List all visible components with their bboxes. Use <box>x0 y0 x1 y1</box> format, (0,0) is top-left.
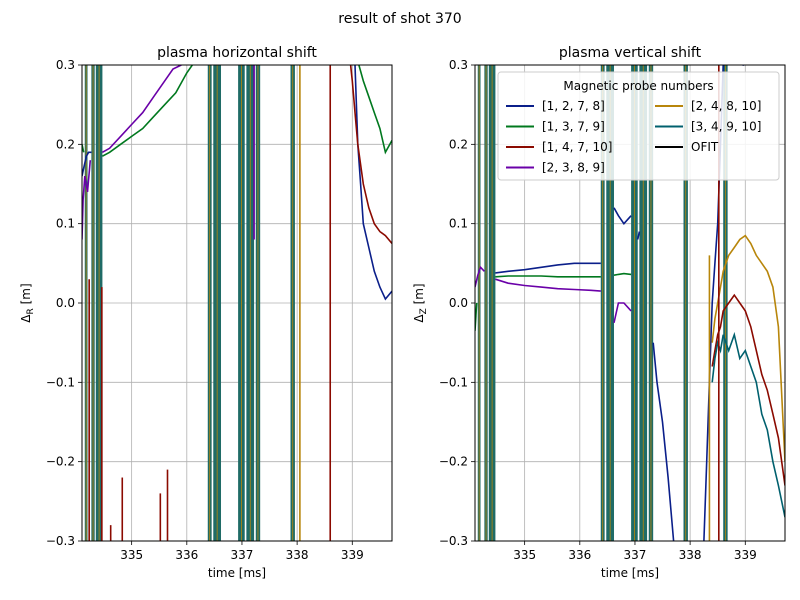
y-axis-label: ΔR [m] <box>19 283 36 322</box>
legend-entry: [3, 4, 9, 10] <box>691 120 761 134</box>
legend-entry: OFIT <box>691 140 719 154</box>
y-tick-label: 0.0 <box>56 296 75 310</box>
x-tick-label: 338 <box>679 548 702 562</box>
x-tick-label: 339 <box>734 548 757 562</box>
x-tick-label: 335 <box>120 548 143 562</box>
x-tick-label: 339 <box>341 548 364 562</box>
plot-area <box>475 65 785 541</box>
axes-title: plasma horizontal shift <box>157 45 317 61</box>
y-tick-label: 0.3 <box>449 58 468 72</box>
series-line <box>102 65 182 153</box>
legend: Magnetic probe numbers [1, 2, 7, 8] [1, 3,… <box>497 71 780 181</box>
legend-entry: [1, 2, 7, 8] <box>542 99 605 113</box>
y-axis-label-unit: [m] <box>19 283 33 308</box>
y-tick-label: 0.3 <box>56 58 75 72</box>
y-tick-label: −0.2 <box>46 455 75 469</box>
x-tick-label: 338 <box>286 548 309 562</box>
x-tick-label: 337 <box>231 548 254 562</box>
y-axis-label-main: Δ <box>412 314 426 323</box>
series-line <box>102 65 193 157</box>
figure-suptitle: result of shot 370 <box>338 11 461 27</box>
series-line <box>711 234 785 462</box>
y-tick-label: 0.2 <box>56 137 75 151</box>
y-tick-label: 0.1 <box>56 217 75 231</box>
series-line <box>475 265 485 288</box>
series-line <box>711 331 785 518</box>
series-line <box>354 65 392 301</box>
y-tick-label: −0.1 <box>46 375 75 389</box>
legend-title: Magnetic probe numbers <box>563 79 713 93</box>
series-line <box>613 207 632 225</box>
axes-vertical-shift: 335 336 337 338 339 −0.3 −0.2 −0.1 0.0 0.1 0.2 0.3 p… <box>412 45 786 580</box>
axes-title: plasma vertical shift <box>559 45 702 61</box>
x-axis-label: time [ms] <box>601 566 659 580</box>
y-axis-label-main: Δ <box>19 314 33 323</box>
legend-entry: [2, 4, 8, 10] <box>691 99 761 113</box>
legend-frame <box>497 71 780 181</box>
series-line <box>349 65 392 245</box>
y-tick-label: −0.1 <box>439 375 468 389</box>
series-line <box>495 278 601 292</box>
y-tick-label: 0.0 <box>449 296 468 310</box>
y-tick-label: 0.2 <box>449 137 468 151</box>
series-line <box>636 231 641 240</box>
series-line <box>711 293 785 486</box>
y-axis-label-sub: R <box>26 308 36 314</box>
y-axis-label-unit: [m] <box>412 283 426 308</box>
y-axis-label-sub: Z <box>419 308 429 314</box>
x-tick-label: 335 <box>513 548 536 562</box>
y-tick-label: −0.3 <box>439 534 468 548</box>
x-tick-label: 337 <box>624 548 647 562</box>
x-axis-label: time [ms] <box>208 566 266 580</box>
series-line <box>82 151 92 177</box>
legend-entry: [2, 3, 8, 9] <box>542 161 605 175</box>
plot-area <box>82 65 392 541</box>
series-line <box>495 262 601 274</box>
legend-entry: [1, 4, 7, 10] <box>542 140 612 154</box>
legend-entry: [1, 3, 7, 9] <box>542 120 605 134</box>
y-axis-label: ΔZ [m] <box>412 283 429 322</box>
y-tick-label: 0.1 <box>449 217 468 231</box>
axes-horizontal-shift: 335 336 337 338 339 −0.3 −0.2 −0.1 0.0 0.1 0.2 0.3 p… <box>19 45 393 580</box>
x-tick-label: 336 <box>175 548 198 562</box>
series-line <box>613 302 632 323</box>
y-tick-label: −0.3 <box>46 534 75 548</box>
series-line <box>613 272 632 276</box>
series-line <box>495 275 601 278</box>
x-tick-label: 336 <box>568 548 591 562</box>
y-tick-label: −0.2 <box>439 455 468 469</box>
series-line <box>358 65 392 155</box>
series-line <box>652 342 675 541</box>
series-line <box>82 160 92 240</box>
